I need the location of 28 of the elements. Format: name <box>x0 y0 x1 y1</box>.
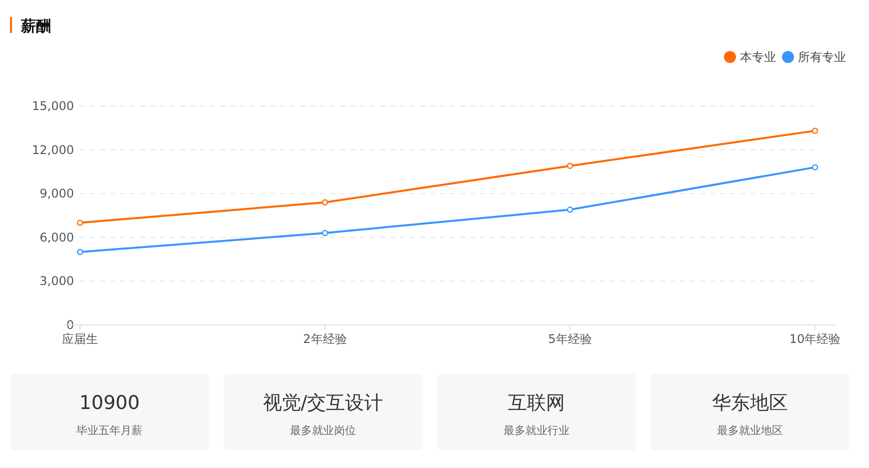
text: 互联网 <box>508 392 565 414</box>
point <box>322 199 328 206</box>
text: 最多就业地区 <box>717 424 783 437</box>
y-tick-label: 12,000 <box>32 142 74 157</box>
x-tick-label: 5年经验 <box>548 332 592 346</box>
x-tick-label: 应届生 <box>62 332 98 346</box>
legend-label: 本专业 <box>740 50 776 64</box>
x-tick-label: 10年经验 <box>789 332 841 346</box>
y-tick-label: 9,000 <box>40 186 74 201</box>
y-tick-label: 6,000 <box>40 230 74 244</box>
y-tick-label: 3,000 <box>40 274 74 288</box>
legend-label: 所有专业 <box>798 50 846 64</box>
point <box>566 206 574 213</box>
x-tick-label: 2年经验 <box>303 332 347 346</box>
chart-title: 薪酬 <box>20 17 51 35</box>
y-tick-label: 15,000 <box>32 99 74 113</box>
text: 华东地区 <box>712 392 788 414</box>
point <box>812 128 818 134</box>
text: 最多就业岗位 <box>290 424 356 437</box>
point <box>566 162 574 169</box>
text: 视觉/交互设计 <box>262 392 384 414</box>
text: 最多就业行业 <box>504 424 570 437</box>
text: 毕业五年月薪 <box>76 424 142 437</box>
point <box>322 230 328 236</box>
text: 10900 <box>79 392 140 414</box>
point <box>76 220 84 226</box>
point <box>812 164 818 170</box>
point <box>76 248 84 256</box>
